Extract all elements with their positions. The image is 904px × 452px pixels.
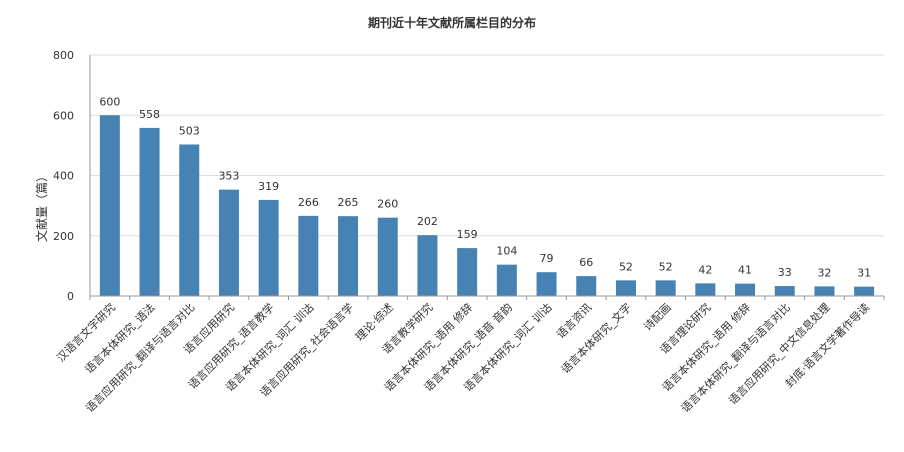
data-label: 319 <box>258 180 279 193</box>
data-label: 66 <box>579 256 593 269</box>
data-label: 52 <box>619 260 633 273</box>
x-axis-ticks: 汉语言文字研究语言本体研究_语法语言应用研究_翻译与语言对比语言应用研究语言应用… <box>54 296 885 415</box>
bars <box>99 115 875 296</box>
data-label: 52 <box>659 260 673 273</box>
bar <box>615 280 636 296</box>
data-label: 104 <box>496 245 517 258</box>
bar <box>854 286 875 296</box>
x-tick-label: 语言本体研究_文字 <box>558 300 634 376</box>
y-tick-label: 400 <box>53 170 74 183</box>
data-label: 31 <box>857 267 871 280</box>
y-tick-label: 200 <box>53 230 74 243</box>
y-tick-label: 0 <box>67 290 74 303</box>
chart-title: 期刊近十年文献所属栏目的分布 <box>368 15 536 30</box>
bar <box>735 283 756 296</box>
bar <box>496 264 517 296</box>
bar <box>377 217 398 296</box>
data-label: 32 <box>817 266 831 279</box>
bar <box>417 235 438 296</box>
bar <box>457 248 478 296</box>
data-label: 41 <box>738 264 752 277</box>
bar <box>139 127 160 296</box>
gridlines <box>90 54 884 237</box>
data-label: 558 <box>139 108 160 121</box>
data-labels: 600 558 503 353 319 266 265 260 202 159 104 79 66 52 5… <box>99 95 871 279</box>
y-tick-label: 600 <box>53 109 74 122</box>
bar <box>576 276 597 296</box>
bar <box>258 199 279 296</box>
data-label: 266 <box>298 196 319 209</box>
x-tick-label: 语言本体研究_语法 <box>82 300 158 376</box>
bar <box>695 283 716 296</box>
bar <box>814 286 835 296</box>
data-label: 503 <box>179 124 200 137</box>
data-label: 265 <box>338 196 359 209</box>
bar <box>536 272 557 296</box>
x-tick-label: 语言资讯 <box>554 301 594 341</box>
bar <box>99 115 120 296</box>
data-label: 33 <box>778 266 792 279</box>
x-tick-label: 诗配画 <box>641 300 674 333</box>
data-label: 260 <box>377 198 398 211</box>
data-label: 42 <box>698 263 712 276</box>
data-label: 159 <box>457 228 478 241</box>
bar <box>774 286 795 296</box>
data-label: 79 <box>540 252 554 265</box>
y-axis-ticks: 0 200 400 600 800 <box>53 49 74 303</box>
bar <box>179 144 200 296</box>
bar <box>655 280 676 296</box>
bar <box>218 189 239 296</box>
bar <box>298 215 319 296</box>
data-label: 202 <box>417 215 438 228</box>
data-label: 353 <box>218 170 239 183</box>
bar <box>338 216 359 296</box>
y-axis-label: 文献量（篇） <box>34 170 49 242</box>
y-tick-label: 800 <box>53 49 74 62</box>
data-label: 600 <box>99 95 120 108</box>
